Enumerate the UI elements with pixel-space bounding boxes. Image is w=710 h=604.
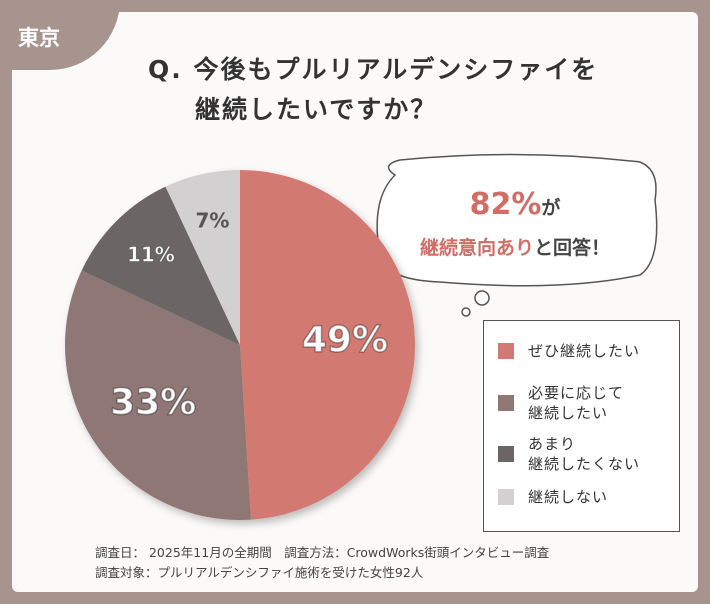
legend-label: 必要に応じて 継続したい: [528, 384, 625, 422]
bubble-dot: [461, 307, 471, 317]
legend-swatch: [498, 395, 514, 411]
bubble-dot: [474, 290, 490, 306]
legend-item: ぜひ継続したい: [498, 341, 640, 361]
pie-slice: [81, 186, 240, 345]
legend-swatch: [498, 489, 514, 505]
callout-figure: 82%: [469, 187, 542, 222]
region-tag-text: 東京: [18, 26, 60, 50]
slice-label: 7%: [196, 209, 230, 233]
chart-title: Q. 今後もプルリアルデンシファイを: [148, 55, 599, 84]
slice-label: 33%: [110, 382, 196, 423]
legend-item: 継続しない: [498, 487, 608, 507]
footnote: 調査日： 2025年11月の全期間 調査方法：CrowdWorks街頭インタビュ…: [95, 545, 550, 560]
legend-item: あまり 継続したくない: [498, 434, 640, 474]
legend-label: あまり 継続したくない: [528, 435, 641, 473]
pie: [64, 170, 415, 520]
pie-slice: [240, 170, 415, 520]
callout: 82%が 継続意向ありと回答！: [380, 185, 650, 268]
slice-label: 49%: [302, 320, 388, 361]
legend-swatch: [498, 446, 514, 462]
chart-title: 継続したいですか？: [195, 95, 438, 124]
callout-highlight: 継続意向あり: [419, 237, 534, 259]
legend-label: ぜひ継続したい: [528, 342, 641, 360]
legend: ぜひ継続したい必要に応じて 継続したい あまり 継続したくない継続しない: [483, 320, 680, 532]
legend-swatch: [498, 343, 514, 359]
pie-slice: [64, 270, 251, 520]
pie-slice: [165, 170, 240, 345]
footnote: 調査対象：プルリアルデンシファイ施術を受けた女性92人: [95, 565, 424, 580]
callout-text: が: [541, 197, 561, 219]
slice-label: 11%: [127, 242, 175, 266]
legend-label: 継続しない: [528, 488, 609, 506]
callout-text: と回答！: [534, 237, 611, 259]
legend-item: 必要に応じて 継続したい: [498, 383, 624, 423]
